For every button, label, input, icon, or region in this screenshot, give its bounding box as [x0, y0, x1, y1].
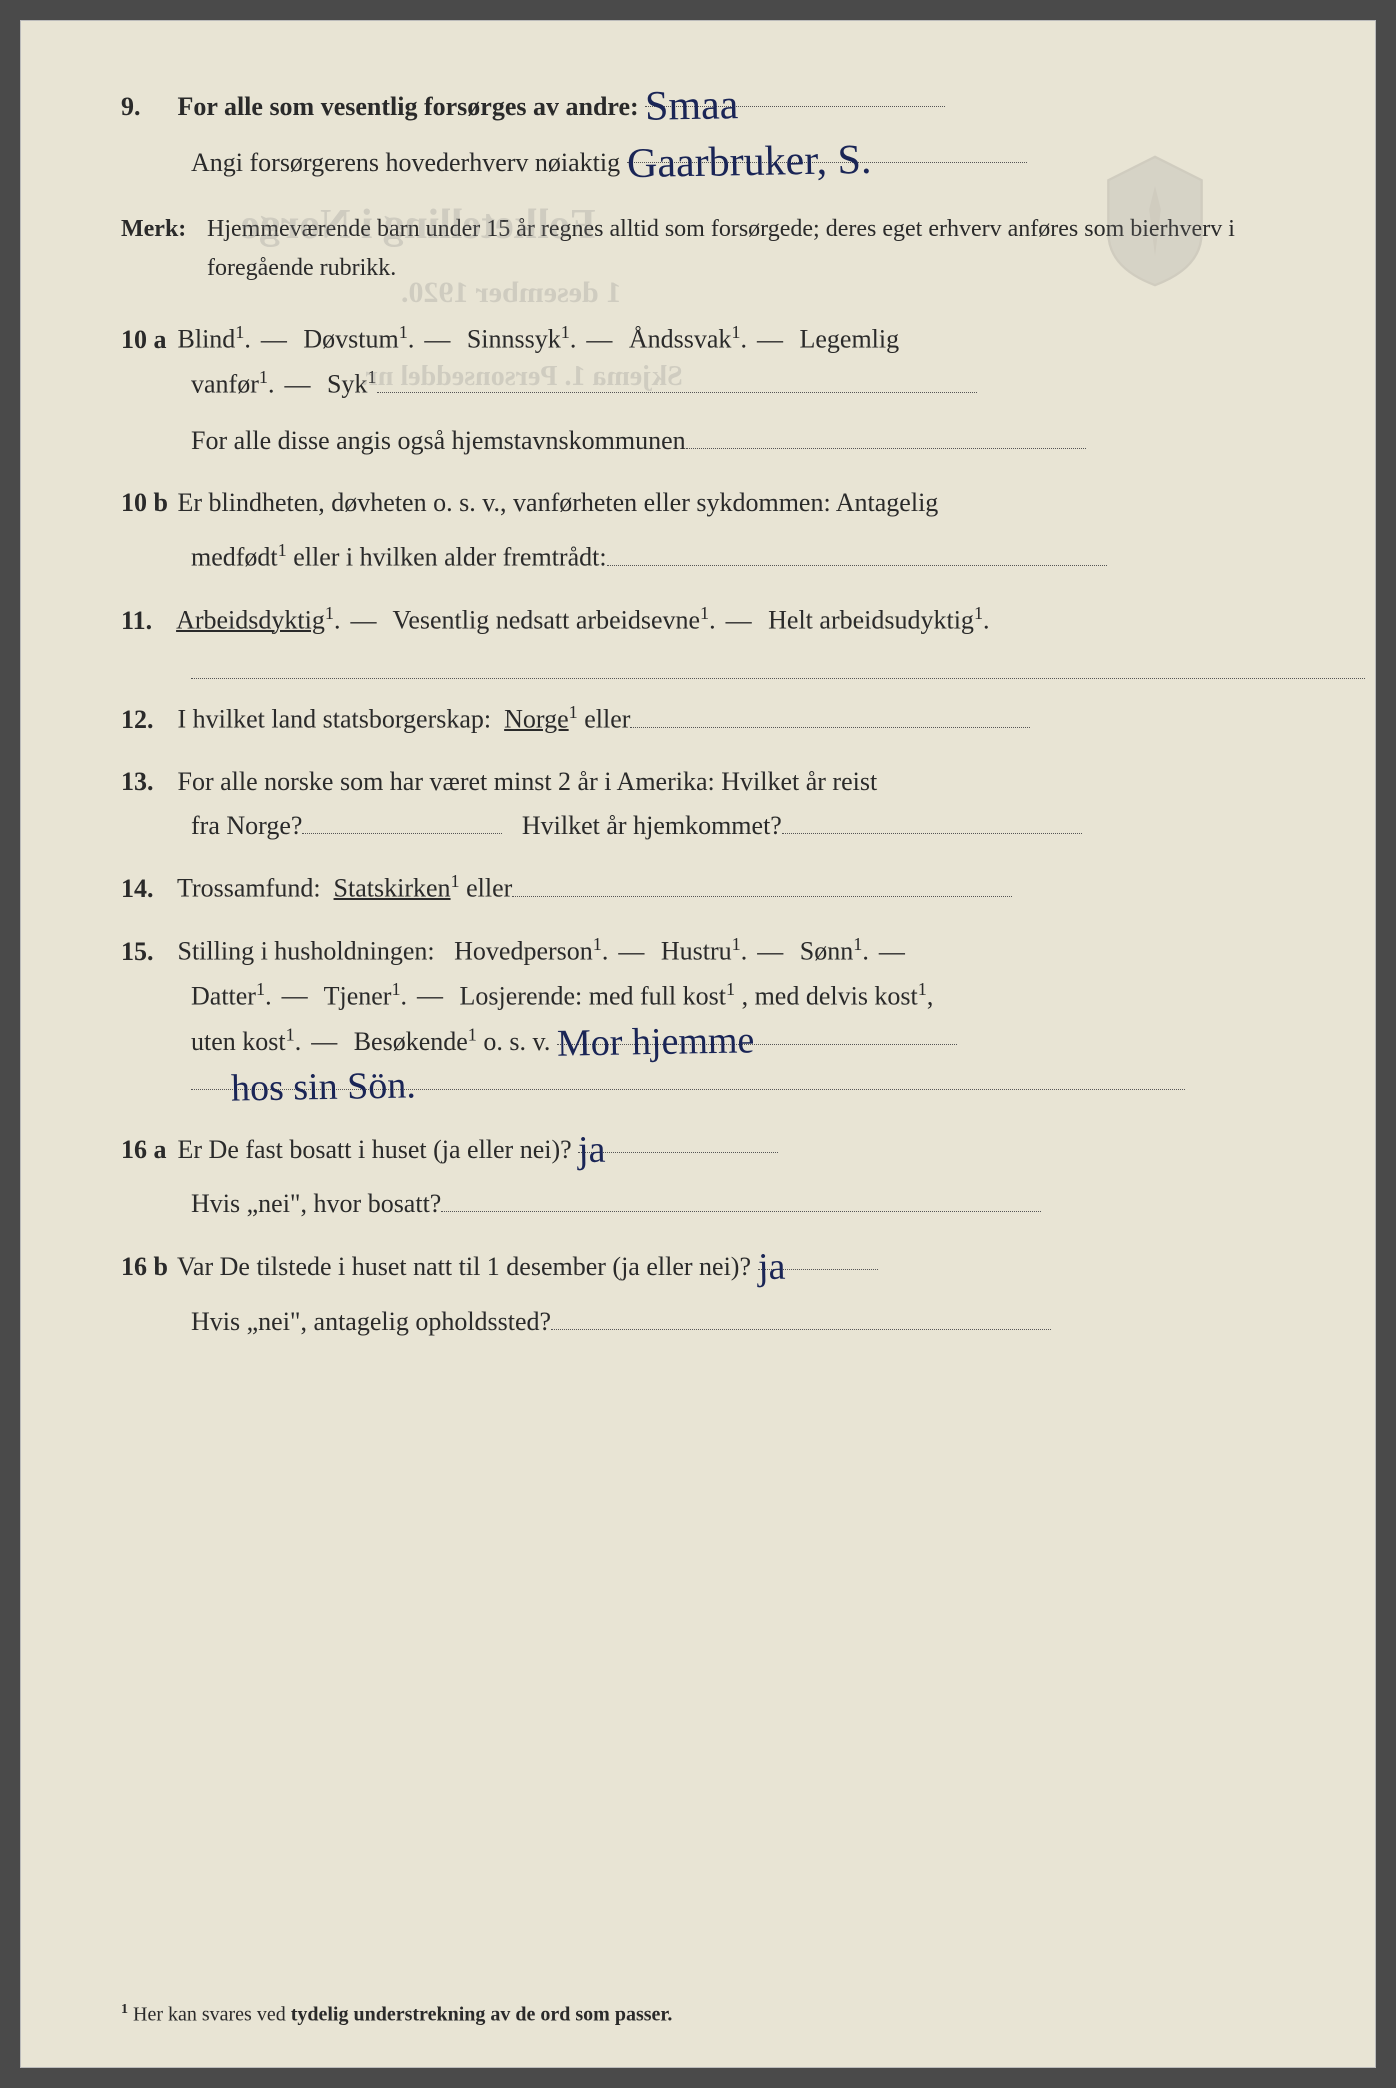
q10a-line2: For alle disse angis også hjemstavnskomm…: [191, 426, 686, 455]
q13-text1b: fra Norge?: [191, 811, 302, 840]
q9-text: For alle som vesentlig forsørges av andr…: [178, 92, 639, 121]
q15-opt-sonn: Sønn: [800, 937, 853, 966]
question-14: 14. Trossamfund: Statskirken1 eller: [121, 866, 1295, 911]
q10b-text2: medfødt: [191, 543, 278, 572]
q13-text2: Hvilket år hjemkommet?: [522, 811, 782, 840]
q15-number: 15.: [121, 930, 171, 974]
q16b-number: 16 b: [121, 1245, 171, 1289]
q14-after: eller: [466, 874, 512, 903]
question-10b: 10 b Er blindheten, døvheten o. s. v., v…: [121, 481, 1295, 580]
q15-opt-hovedperson: Hovedperson: [454, 937, 593, 966]
q14-number: 14.: [121, 867, 171, 911]
q11-opt-arbeidsdyktig: Arbeidsdyktig: [176, 606, 325, 635]
question-11: 11. Arbeidsdyktig1.— Vesentlig nedsatt a…: [121, 598, 1295, 679]
q15-text3: , med delvis kost: [742, 981, 918, 1010]
q16b-handwritten: ja: [757, 1248, 785, 1286]
q12-opt-norge: Norge: [504, 705, 569, 734]
merk-label: Merk:: [121, 210, 201, 248]
footnote-sup: 1: [121, 2002, 128, 2017]
q10a-opt-andssvak: Åndssvak: [629, 325, 732, 354]
q11-number: 11.: [121, 599, 171, 643]
q10a-opt-blind: Blind: [178, 325, 236, 354]
q14-text: Trossamfund:: [177, 874, 321, 903]
q9-number: 9.: [121, 85, 171, 129]
q15-opt-hustru: Hustru: [661, 937, 732, 966]
q11-opt-nedsatt: Vesentlig nedsatt arbeidsevne: [392, 606, 700, 635]
q13-text1: For alle norske som har været minst 2 år…: [178, 767, 878, 796]
question-16b: 16 b Var De tilstede i huset natt til 1 …: [121, 1244, 1295, 1343]
q15-opt-tjener: Tjener: [324, 981, 392, 1010]
footnote-prefix: Her kan svares ved: [133, 2004, 291, 2026]
q15-handwritten-2: hos sin Sön.: [231, 1066, 416, 1107]
q16a-text1: Er De fast bosatt i huset (ja eller nei)…: [178, 1135, 572, 1164]
question-13: 13. For alle norske som har været minst …: [121, 760, 1295, 848]
q9-line2: Angi forsørgerens hovederhverv nøiaktig: [191, 148, 620, 177]
q16b-text1: Var De tilstede i huset natt til 1 desem…: [177, 1252, 751, 1281]
q10b-number: 10 b: [121, 481, 171, 525]
q12-after: eller: [584, 705, 630, 734]
question-12: 12. I hvilket land statsborgerskap: Norg…: [121, 697, 1295, 742]
q13-number: 13.: [121, 760, 171, 804]
q10b-text1: Er blindheten, døvheten o. s. v., vanfør…: [178, 488, 939, 517]
footnote-bold: tydelig understrekning av de ord som pas…: [291, 2004, 673, 2026]
question-10a: 10 a Blind1.— Døvstum1.— Sinnssyk1.— Ånd…: [121, 317, 1295, 463]
census-form-page: Folketelling i Norge 1 desember 1920. Sk…: [20, 20, 1376, 2068]
q16a-number: 16 a: [121, 1128, 171, 1172]
q11-opt-udyktig: Helt arbeidsudyktig: [768, 606, 974, 635]
question-15: 15. Stilling i husholdningen: Hovedperso…: [121, 929, 1295, 1109]
q15-text4: uten kost: [191, 1027, 286, 1056]
q10b-text3: eller i hvilken alder fremtrådt:: [293, 543, 606, 572]
q15-opt-datter: Datter: [191, 981, 256, 1010]
coat-of-arms-watermark: [1095, 151, 1215, 291]
q10a-opt-sinnssyk: Sinnssyk: [467, 325, 561, 354]
q16a-text2: Hvis „nei", hvor bosatt?: [191, 1189, 441, 1218]
q10a-opt-dovstum: Døvstum: [303, 325, 398, 354]
q10a-opt-syk: Syk: [327, 370, 367, 399]
q15-text2: Losjerende: med full kost: [460, 981, 726, 1010]
q16a-handwritten: ja: [578, 1131, 606, 1169]
q10a-number: 10 a: [121, 318, 171, 362]
q10a-opt-vanfor: vanfør: [191, 370, 259, 399]
q15-text1: Stilling i husholdningen:: [178, 937, 435, 966]
q16b-text2: Hvis „nei", antagelig opholdssted?: [191, 1307, 551, 1336]
footnote: 1 Her kan svares ved tydelig understrekn…: [121, 2002, 672, 2027]
q10a-opt-legemlig: Legemlig: [800, 325, 900, 354]
q9-handwritten-2: Gaarbruker, S.: [626, 139, 871, 185]
q9-handwritten-1: Smaa: [645, 84, 739, 128]
q12-number: 12.: [121, 698, 171, 742]
q15-text5: Besøkende: [354, 1027, 468, 1056]
q12-text: I hvilket land statsborgerskap:: [178, 705, 492, 734]
q15-handwritten-1: Mor hjemme: [557, 1021, 755, 1062]
q15-text6: o. s. v.: [483, 1027, 550, 1056]
q14-opt-statskirken: Statskirken: [334, 874, 451, 903]
question-16a: 16 a Er De fast bosatt i huset (ja eller…: [121, 1127, 1295, 1226]
